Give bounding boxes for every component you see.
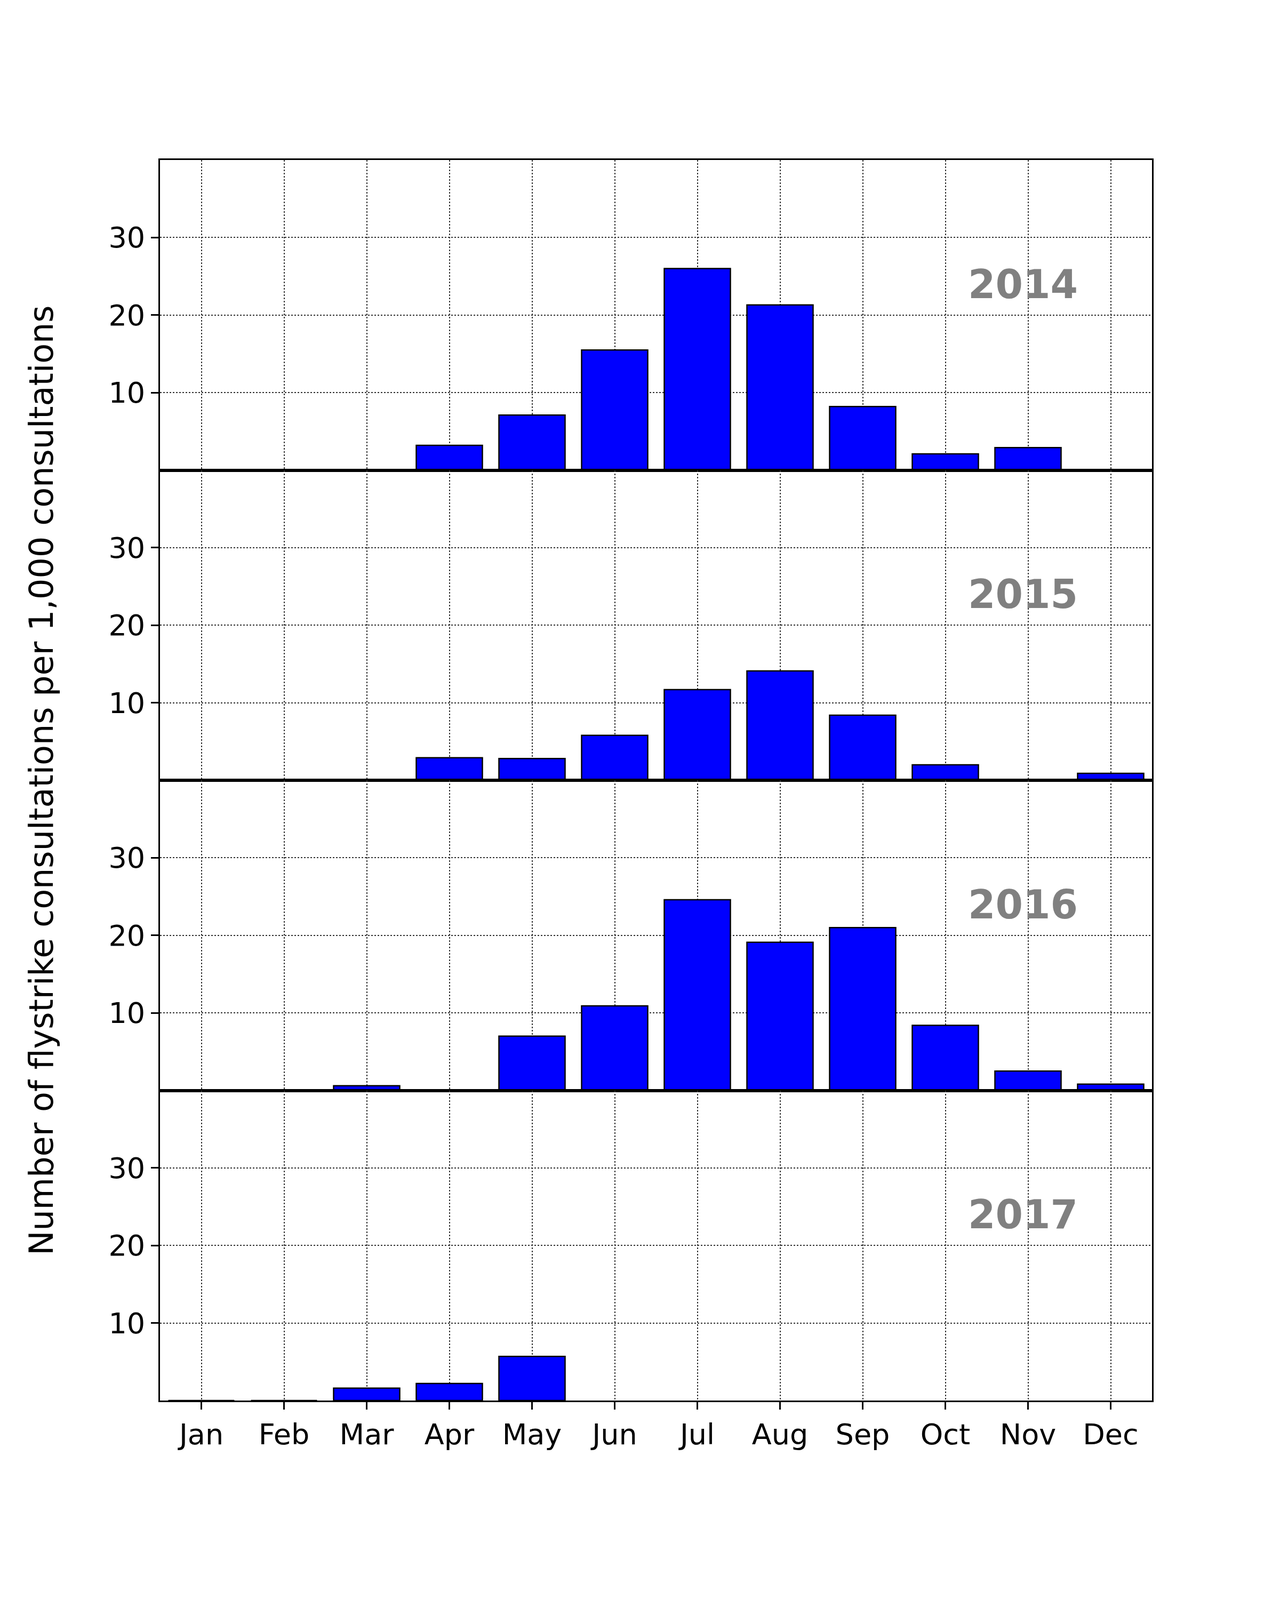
svg-text:10: 10 [108,1306,146,1341]
svg-text:Apr: Apr [424,1417,475,1452]
svg-text:30: 30 [108,531,146,565]
svg-text:Number of flystrike consultati: Number of flystrike consultations per 1,… [21,305,61,1255]
svg-text:Dec: Dec [1082,1417,1139,1452]
svg-text:Sep: Sep [835,1417,891,1452]
svg-text:Jan: Jan [177,1417,224,1452]
svg-text:30: 30 [108,1151,146,1186]
svg-text:Jul: Jul [678,1417,715,1452]
svg-text:Oct: Oct [920,1417,971,1452]
svg-text:May: May [502,1417,563,1452]
svg-text:Jun: Jun [590,1417,637,1452]
svg-text:Nov: Nov [1000,1417,1056,1452]
svg-text:20: 20 [108,298,146,333]
svg-text:30: 30 [108,220,146,255]
svg-text:20: 20 [108,608,146,643]
svg-text:20: 20 [108,1228,146,1263]
svg-text:10: 10 [108,996,146,1030]
svg-text:10: 10 [108,686,146,720]
svg-text:Mar: Mar [339,1417,395,1452]
svg-text:2015: 2015 [968,571,1078,618]
svg-text:Aug: Aug [752,1417,808,1452]
svg-text:30: 30 [108,841,146,875]
svg-text:2014: 2014 [968,261,1078,308]
svg-text:2016: 2016 [968,881,1078,928]
svg-text:2017: 2017 [968,1191,1078,1238]
svg-text:10: 10 [108,376,146,410]
svg-text:20: 20 [108,918,146,953]
svg-text:Feb: Feb [258,1417,310,1452]
